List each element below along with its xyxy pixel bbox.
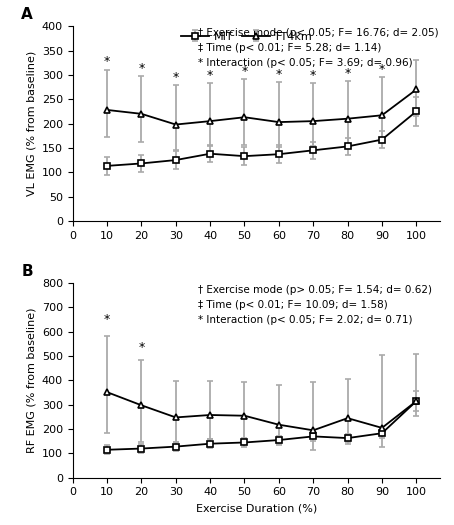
Text: *: * (173, 71, 179, 83)
X-axis label: Exercise Duration (%): Exercise Duration (%) (196, 503, 317, 513)
Text: A: A (21, 7, 33, 23)
Y-axis label: VL EMG (% from baseline): VL EMG (% from baseline) (26, 51, 36, 196)
Text: *: * (310, 69, 316, 82)
Text: B: B (21, 264, 33, 279)
Text: *: * (138, 62, 144, 75)
Legend: MIT, TT4km: MIT, TT4km (181, 32, 312, 42)
Text: † Exercise mode (p> 0.05; F= 1.54; d= 0.62)
‡ Time (p< 0.01; F= 10.09; d= 1.58)
: † Exercise mode (p> 0.05; F= 1.54; d= 0.… (197, 285, 432, 324)
Text: *: * (138, 341, 144, 354)
Y-axis label: RF EMG (% from baseline): RF EMG (% from baseline) (26, 308, 36, 453)
Text: *: * (345, 67, 350, 80)
Text: *: * (379, 64, 385, 76)
Text: *: * (104, 313, 110, 326)
Text: *: * (242, 65, 247, 78)
Text: *: * (104, 55, 110, 68)
Text: *: * (276, 68, 282, 81)
Text: *: * (207, 69, 213, 82)
Text: † Exercise mode (p< 0.05; F= 16.76; d= 2.05)
‡ Time (p< 0.01; F= 5.28; d= 1.14)
: † Exercise mode (p< 0.05; F= 16.76; d= 2… (197, 28, 438, 68)
